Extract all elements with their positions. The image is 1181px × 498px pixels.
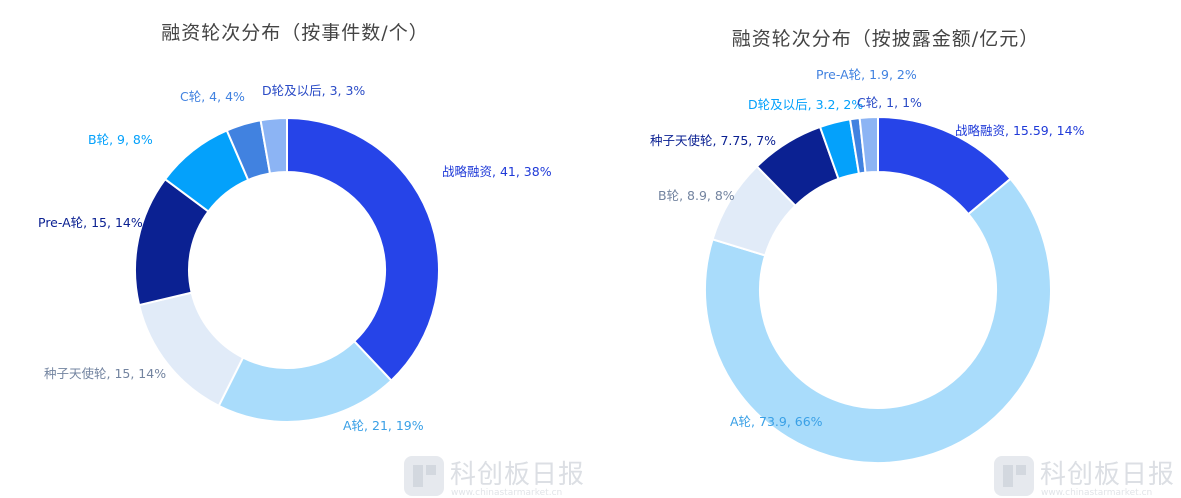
slice-label-amount-6: Pre-A轮, 1.9, 2% bbox=[816, 67, 917, 82]
slice-label-events-2: 种子天使轮, 15, 14% bbox=[44, 366, 166, 381]
slice-label-events-1: A轮, 21, 19% bbox=[343, 418, 424, 433]
slice-events-0 bbox=[286, 116, 440, 382]
slice-amount-1 bbox=[704, 177, 1052, 464]
slice-events-1 bbox=[217, 339, 393, 423]
right-chart-title: 融资轮次分布（按披露金额/亿元） bbox=[731, 28, 1040, 50]
slice-label-events-6: D轮及以后, 3, 3% bbox=[262, 83, 365, 98]
slice-label-events-0: 战略融资, 41, 38% bbox=[442, 164, 552, 179]
slice-label-amount-2: B轮, 8.9, 8% bbox=[658, 188, 735, 203]
slice-label-events-3: Pre-A轮, 15, 14% bbox=[38, 215, 143, 230]
slice-events-2 bbox=[137, 291, 245, 408]
right-donut-chart: 战略融资, 15.59, 14% A轮, 73.9, 66% B轮, 8.9, 8%… bbox=[650, 67, 1085, 464]
slice-label-amount-5: C轮, 1, 1% bbox=[857, 95, 922, 110]
watermark-logo-icon bbox=[404, 456, 444, 496]
slice-label-events-4: B轮, 9, 8% bbox=[88, 132, 153, 147]
watermark-text: 科创板日报 bbox=[1040, 460, 1176, 490]
slice-label-amount-1: A轮, 73.9, 66% bbox=[730, 414, 823, 429]
left-chart-title: 融资轮次分布（按事件数/个） bbox=[161, 22, 429, 44]
left-chart-panel: 融资轮次分布（按事件数/个） 战略融资, 41, 38% A轮, 21, 19% 种… bbox=[0, 0, 590, 498]
slice-label-amount-4: D轮及以后, 3.2, 2% bbox=[748, 97, 863, 112]
left-donut-chart: 战略融资, 41, 38% A轮, 21, 19% 种子天使轮, 15, 14% Pr… bbox=[38, 83, 552, 433]
watermark-url: www.chinastarmarket.cn bbox=[1041, 488, 1153, 498]
slice-label-amount-3: 种子天使轮, 7.75, 7% bbox=[650, 133, 776, 148]
watermark-text: 科创板日报 bbox=[450, 460, 586, 490]
right-chart-panel: 融资轮次分布（按披露金额/亿元） 战略融资, 15.59, 14% A轮, 73.… bbox=[590, 0, 1181, 498]
slice-amount-6 bbox=[858, 115, 879, 174]
watermark-url: www.chinastarmarket.cn bbox=[451, 488, 563, 498]
slice-label-amount-0: 战略融资, 15.59, 14% bbox=[955, 123, 1085, 138]
slice-events-6 bbox=[259, 116, 288, 175]
watermark-logo-icon bbox=[994, 456, 1034, 496]
slice-label-events-5: C轮, 4, 4% bbox=[180, 89, 245, 104]
